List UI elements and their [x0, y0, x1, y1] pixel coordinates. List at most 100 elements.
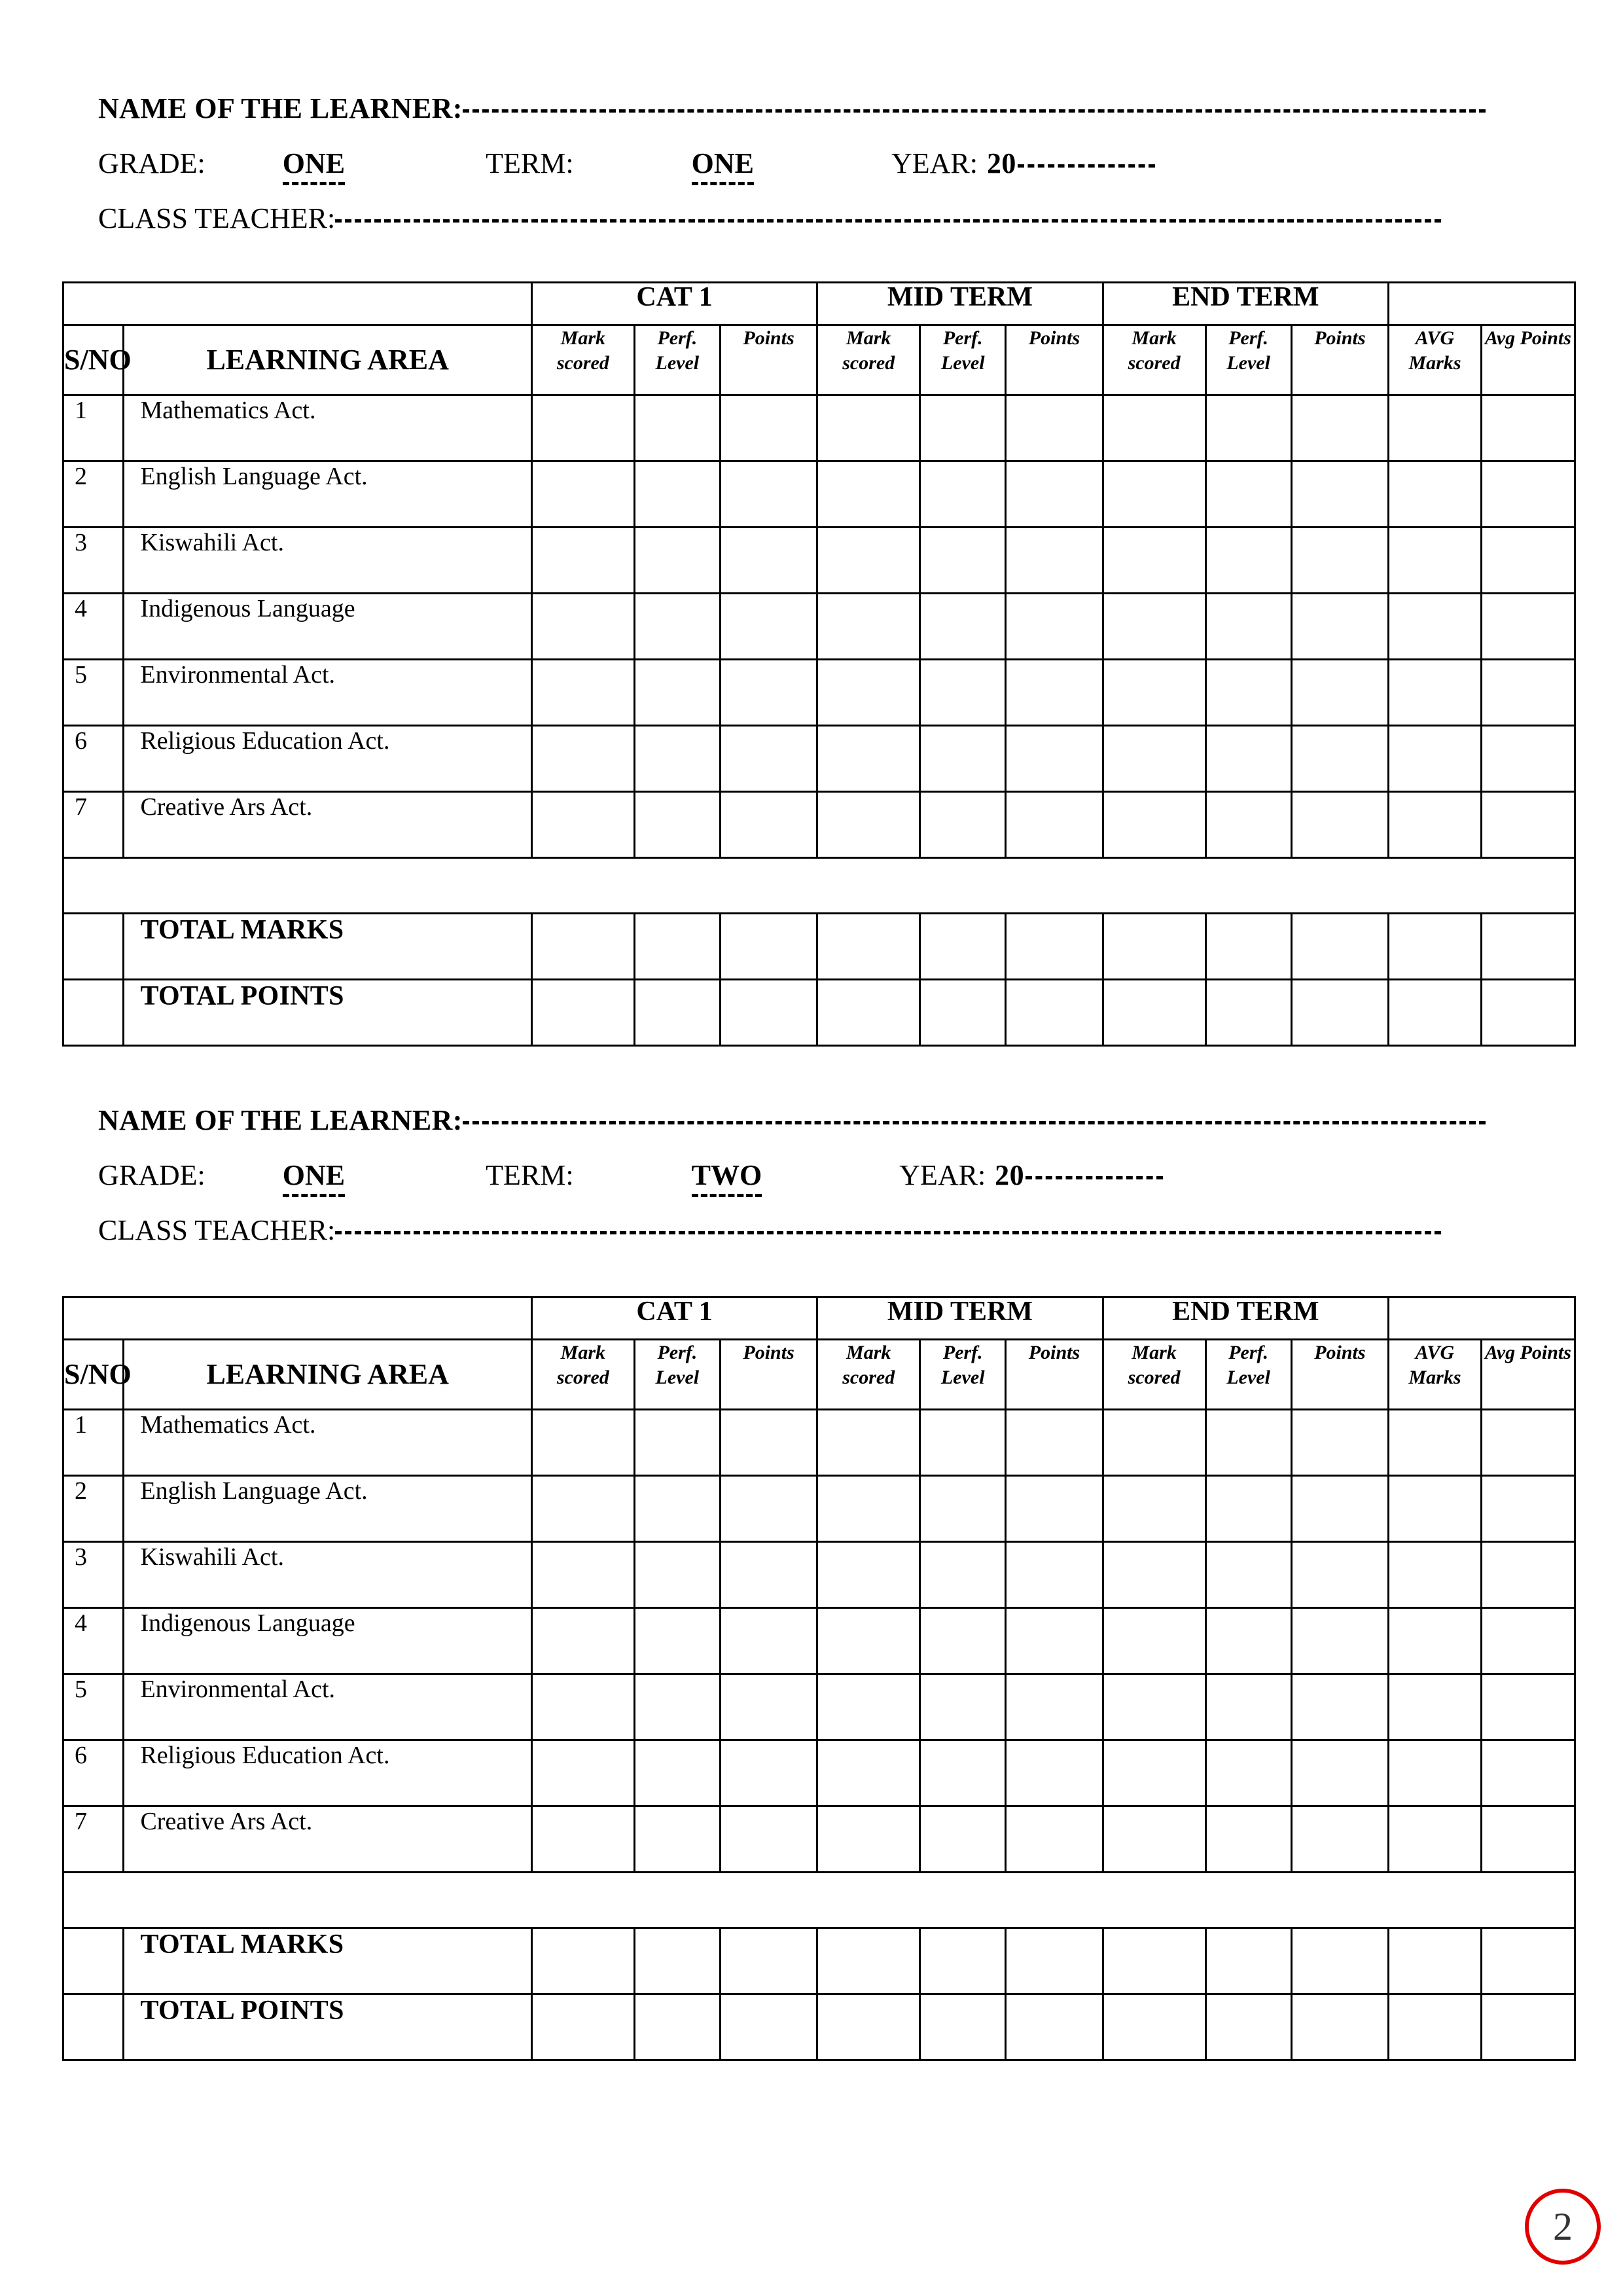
cell-mid-points[interactable]: [1005, 791, 1104, 859]
cell-mid-mark[interactable]: [816, 725, 921, 793]
cell-cat1-points[interactable]: [719, 725, 819, 793]
cell-cat1-points[interactable]: [719, 1993, 819, 2061]
cell-cat1-mark[interactable]: [530, 658, 635, 726]
cell-end-points[interactable]: [1290, 1739, 1390, 1807]
cell-cat1-perf[interactable]: [633, 1993, 721, 2061]
cell-cat1-points[interactable]: [719, 1673, 819, 1741]
cell-cat1-points[interactable]: [719, 1607, 819, 1675]
cell-mid-perf[interactable]: [919, 1739, 1007, 1807]
cell-mid-points[interactable]: [1005, 978, 1104, 1047]
cell-cat1-mark[interactable]: [530, 1927, 635, 1995]
year-input-line[interactable]: [1017, 164, 1155, 168]
cell-end-points[interactable]: [1290, 1475, 1390, 1543]
cell-avg-marks[interactable]: [1387, 526, 1482, 594]
cell-end-points[interactable]: [1290, 978, 1390, 1047]
cell-cat1-perf[interactable]: [633, 1475, 721, 1543]
cell-mid-perf[interactable]: [919, 912, 1007, 980]
cell-mid-points[interactable]: [1005, 725, 1104, 793]
cell-mid-perf[interactable]: [919, 460, 1007, 528]
cell-avg-points[interactable]: [1480, 1805, 1577, 1873]
cell-avg-points[interactable]: [1480, 1408, 1577, 1477]
grade-value[interactable]: ONE: [282, 1158, 346, 1197]
cell-avg-points[interactable]: [1480, 1927, 1577, 1995]
cell-avg-points[interactable]: [1480, 394, 1577, 462]
cell-end-points[interactable]: [1290, 1541, 1390, 1609]
cell-mid-mark[interactable]: [816, 1408, 921, 1477]
cell-end-perf[interactable]: [1204, 1993, 1293, 2061]
cell-mid-points[interactable]: [1005, 1993, 1104, 2061]
cell-end-points[interactable]: [1290, 394, 1390, 462]
cell-mid-mark[interactable]: [816, 460, 921, 528]
cell-avg-points[interactable]: [1480, 725, 1577, 793]
cell-end-points[interactable]: [1290, 1408, 1390, 1477]
cell-end-points[interactable]: [1290, 791, 1390, 859]
cell-end-mark[interactable]: [1101, 1993, 1207, 2061]
cell-avg-points[interactable]: [1480, 1607, 1577, 1675]
cell-end-mark[interactable]: [1101, 791, 1207, 859]
cell-mid-perf[interactable]: [919, 1607, 1007, 1675]
cell-mid-perf[interactable]: [919, 592, 1007, 660]
cell-avg-points[interactable]: [1480, 526, 1577, 594]
cell-cat1-points[interactable]: [719, 1475, 819, 1543]
cell-cat1-perf[interactable]: [633, 1805, 721, 1873]
cell-mid-mark[interactable]: [816, 1475, 921, 1543]
cell-cat1-perf[interactable]: [633, 592, 721, 660]
cell-end-perf[interactable]: [1204, 1475, 1293, 1543]
class-teacher-input-line[interactable]: [335, 1231, 1442, 1234]
cell-mid-points[interactable]: [1005, 1607, 1104, 1675]
cell-avg-points[interactable]: [1480, 460, 1577, 528]
cell-mid-mark[interactable]: [816, 1993, 921, 2061]
cell-cat1-mark[interactable]: [530, 1993, 635, 2061]
cell-cat1-mark[interactable]: [530, 1805, 635, 1873]
cell-cat1-points[interactable]: [719, 1541, 819, 1609]
cell-cat1-mark[interactable]: [530, 912, 635, 980]
cell-mid-points[interactable]: [1005, 658, 1104, 726]
cell-end-perf[interactable]: [1204, 1541, 1293, 1609]
cell-mid-mark[interactable]: [816, 1927, 921, 1995]
cell-end-mark[interactable]: [1101, 912, 1207, 980]
cell-cat1-mark[interactable]: [530, 1541, 635, 1609]
cell-cat1-perf[interactable]: [633, 1927, 721, 1995]
cell-cat1-mark[interactable]: [530, 1673, 635, 1741]
cell-cat1-mark[interactable]: [530, 592, 635, 660]
cell-cat1-perf[interactable]: [633, 791, 721, 859]
cell-cat1-points[interactable]: [719, 592, 819, 660]
cell-end-points[interactable]: [1290, 1673, 1390, 1741]
cell-avg-marks[interactable]: [1387, 592, 1482, 660]
cell-avg-points[interactable]: [1480, 1541, 1577, 1609]
cell-cat1-perf[interactable]: [633, 1673, 721, 1741]
cell-end-perf[interactable]: [1204, 394, 1293, 462]
cell-avg-marks[interactable]: [1387, 791, 1482, 859]
cell-end-points[interactable]: [1290, 1927, 1390, 1995]
cell-cat1-perf[interactable]: [633, 725, 721, 793]
cell-avg-marks[interactable]: [1387, 460, 1482, 528]
cell-end-mark[interactable]: [1101, 394, 1207, 462]
cell-cat1-perf[interactable]: [633, 460, 721, 528]
cell-avg-marks[interactable]: [1387, 1408, 1482, 1477]
cell-avg-marks[interactable]: [1387, 1541, 1482, 1609]
cell-end-points[interactable]: [1290, 592, 1390, 660]
cell-mid-mark[interactable]: [816, 912, 921, 980]
cell-avg-points[interactable]: [1480, 1739, 1577, 1807]
cell-end-points[interactable]: [1290, 1805, 1390, 1873]
cell-cat1-perf[interactable]: [633, 912, 721, 980]
cell-end-perf[interactable]: [1204, 725, 1293, 793]
cell-avg-points[interactable]: [1480, 1475, 1577, 1543]
cell-end-mark[interactable]: [1101, 1673, 1207, 1741]
learner-name-input-line[interactable]: [462, 1121, 1486, 1124]
cell-end-mark[interactable]: [1101, 1739, 1207, 1807]
learner-name-input-line[interactable]: [462, 109, 1486, 113]
cell-avg-marks[interactable]: [1387, 725, 1482, 793]
cell-avg-points[interactable]: [1480, 912, 1577, 980]
cell-mid-perf[interactable]: [919, 978, 1007, 1047]
cell-mid-perf[interactable]: [919, 1673, 1007, 1741]
cell-cat1-perf[interactable]: [633, 1541, 721, 1609]
cell-cat1-points[interactable]: [719, 1408, 819, 1477]
cell-avg-points[interactable]: [1480, 791, 1577, 859]
cell-avg-points[interactable]: [1480, 658, 1577, 726]
cell-end-perf[interactable]: [1204, 1739, 1293, 1807]
cell-avg-marks[interactable]: [1387, 658, 1482, 726]
cell-cat1-mark[interactable]: [530, 725, 635, 793]
cell-end-mark[interactable]: [1101, 658, 1207, 726]
cell-end-mark[interactable]: [1101, 1927, 1207, 1995]
